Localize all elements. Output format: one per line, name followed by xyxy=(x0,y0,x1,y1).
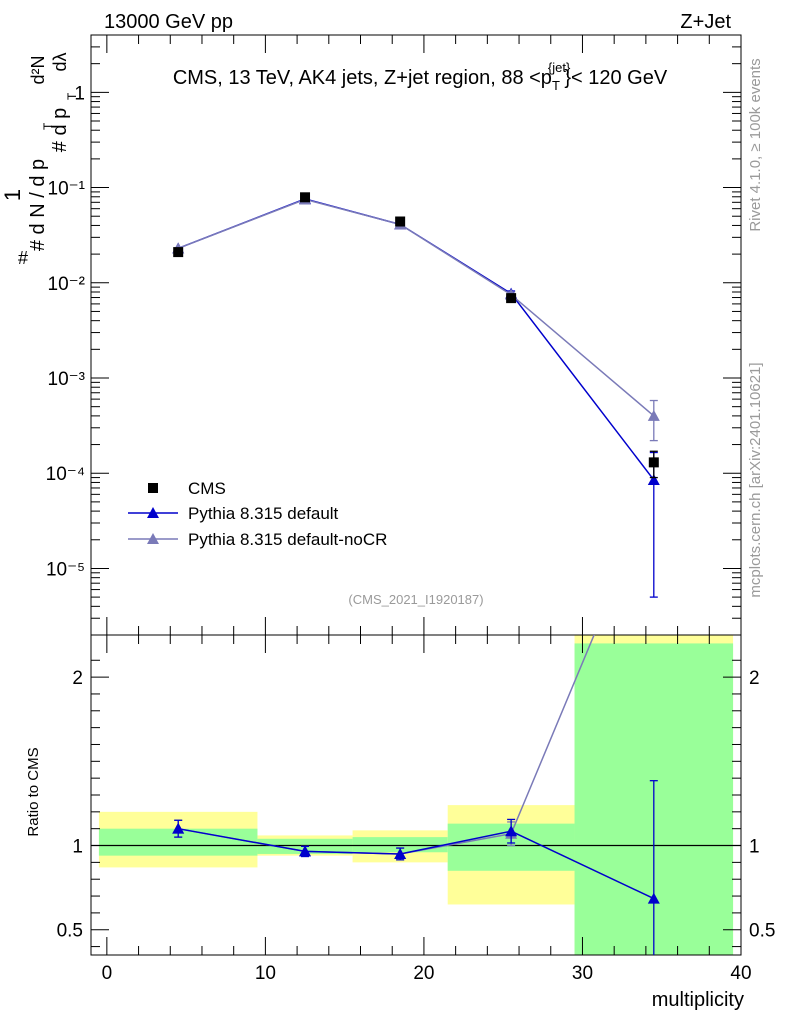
ratio-ytick-label-right: 1 xyxy=(749,837,760,858)
main-title: CMS, 13 TeV, AK4 jets, Z+jet region, 88 … xyxy=(173,60,668,93)
x-axis-label: multiplicity xyxy=(652,989,744,1011)
ratio-panel: 0.5 0.5 1 1 2 2 0 10 20 30 40 Ratio to CMS multip… xyxy=(25,634,775,1011)
ratio-ytick-label-right: 0.5 xyxy=(749,921,775,942)
ratio-ylabel: Ratio to CMS xyxy=(25,747,42,836)
ratio-point-default xyxy=(394,847,407,859)
xtick-label: 20 xyxy=(413,963,434,984)
point-data xyxy=(395,216,406,227)
legend-item-nocr: Pythia 8.315 default-noCR xyxy=(128,530,387,549)
analysis-id: (CMS_2021_I1920187) xyxy=(348,592,483,607)
ratio-point-default xyxy=(299,845,312,857)
main-ytick-label: 10⁻³ xyxy=(48,369,86,390)
xtick-label: 10 xyxy=(255,963,276,984)
ratio-point-default xyxy=(647,892,660,904)
xtick-label: 40 xyxy=(730,963,751,984)
ratio-ytick-label: 0.5 xyxy=(57,921,83,942)
point-nocr xyxy=(647,409,660,421)
ratio-ytick-label-right: 2 xyxy=(749,668,760,689)
point-data xyxy=(173,247,184,258)
point-default xyxy=(647,473,660,485)
xtick-label: 0 xyxy=(102,963,113,984)
legend-marker xyxy=(147,533,159,544)
series-nocr xyxy=(172,193,660,442)
ratio-point-default xyxy=(172,822,185,834)
ylabel-one: 1 xyxy=(0,189,25,201)
main-ylabel: # 1 # d N / d p T # d p T d²N dλ xyxy=(0,52,79,268)
legend-label: CMS xyxy=(188,479,226,498)
legend-item-default: Pythia 8.315 default xyxy=(128,504,339,523)
ylabel-left: # d N / d p xyxy=(27,159,49,251)
ylabel-left-sub: T xyxy=(41,122,55,130)
main-panel: 1 10⁻¹ 10⁻² 10⁻³ 10⁻⁴ 10⁻⁵ CMS, 13 TeV, AK4 j… xyxy=(46,34,742,636)
point-data xyxy=(506,293,517,304)
legend-label: Pythia 8.315 default xyxy=(188,504,339,523)
ratio-ytick-label: 1 xyxy=(72,837,83,858)
main-ytick-label: 10⁻² xyxy=(48,274,86,295)
xtick-label: 30 xyxy=(572,963,593,984)
legend-marker xyxy=(148,483,158,493)
point-data xyxy=(648,457,659,468)
point-data xyxy=(300,192,311,203)
main-ytick-label: 10⁻⁴ xyxy=(46,464,85,485)
main-ytick-label: 10⁻⁵ xyxy=(46,559,85,580)
ratio-ytick-label: 2 xyxy=(72,668,83,689)
legend: CMS Pythia 8.315 default Pythia 8.315 defa… xyxy=(128,479,387,549)
main-ytick-label: 10⁻¹ xyxy=(48,179,86,200)
ylabel-right: # d p xyxy=(49,108,71,152)
ratio-series-default xyxy=(172,780,660,955)
main-ytick-label: 1 xyxy=(74,83,85,104)
rivet-label: Rivet 4.1.0, ≥ 100k events xyxy=(747,58,764,231)
ylabel-right-sub: T xyxy=(65,92,79,100)
ylabel-num: d²N xyxy=(28,55,48,84)
series-line-default xyxy=(177,198,655,481)
mcplots-label: mcplots.cern.ch [arXiv:2401.10621] xyxy=(747,362,764,597)
legend-label: Pythia 8.315 default-noCR xyxy=(188,530,387,549)
series-line-nocr xyxy=(177,198,655,417)
series-data xyxy=(173,192,659,479)
ylabel-den: dλ xyxy=(50,52,70,71)
ylabel-hash-left: # xyxy=(18,248,28,268)
header-right: Z+Jet xyxy=(680,11,731,33)
legend-marker xyxy=(147,507,159,518)
ratio-point-default xyxy=(505,825,518,837)
header-left: 13000 GeV pp xyxy=(104,11,233,33)
legend-item-data: CMS xyxy=(148,479,226,498)
